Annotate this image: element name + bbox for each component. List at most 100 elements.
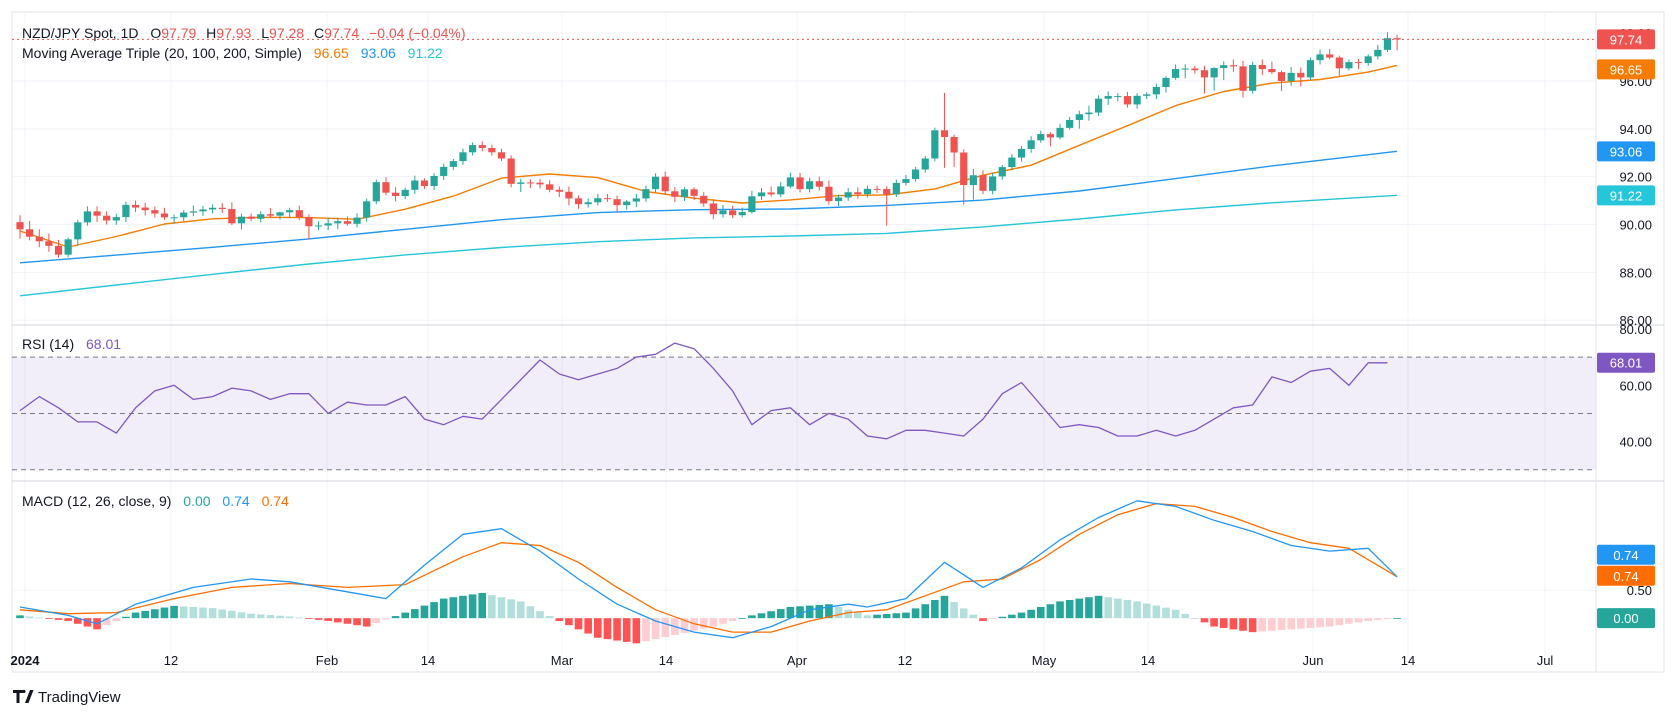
histogram-bar: [497, 597, 506, 619]
x-tick-label: 14: [659, 653, 673, 668]
candle-body: [584, 202, 592, 205]
candle-body: [517, 182, 525, 184]
histogram-bar: [728, 618, 737, 621]
candle-body: [64, 239, 72, 255]
histogram-bar: [1200, 618, 1209, 623]
candle-body: [989, 176, 997, 191]
histogram-bar: [854, 612, 862, 619]
candle-body: [151, 210, 159, 214]
candle-body: [1114, 96, 1122, 98]
candle-body: [1258, 64, 1266, 70]
candle-body: [1017, 148, 1026, 158]
histogram-bar: [651, 618, 660, 640]
histogram-bar: [237, 612, 246, 619]
histogram-bar: [805, 605, 814, 619]
x-tick-label: May: [1032, 653, 1057, 668]
histogram-bar: [979, 618, 987, 621]
price-tick-label: 92.00: [1619, 170, 1652, 185]
histogram-bar: [256, 614, 265, 619]
histogram-bar: [1325, 618, 1334, 627]
candle-body: [1104, 96, 1112, 99]
candle-body: [131, 204, 140, 208]
close-value: 97.74: [324, 25, 359, 41]
candle-body: [1152, 86, 1160, 95]
histogram-bar: [507, 599, 515, 619]
candle-body: [815, 181, 823, 187]
candle-body: [1027, 140, 1035, 149]
histogram-bar: [1258, 618, 1267, 632]
histogram-bar: [1171, 609, 1180, 619]
x-tick-label: 12: [164, 653, 178, 668]
candle-body: [979, 175, 987, 191]
ma-legend-name: Moving Average Triple (20, 100, 200, Sim…: [22, 45, 302, 61]
rsi-line: [19, 342, 1388, 440]
candle-body: [440, 166, 448, 176]
histogram-bar: [411, 609, 419, 619]
ma20-tag-bg: [1597, 59, 1655, 80]
histogram-bar: [825, 604, 833, 619]
histogram-bar: [863, 615, 872, 619]
candle-body: [700, 195, 708, 204]
candle-body: [54, 245, 63, 255]
histogram-bar: [699, 618, 708, 629]
histogram-bar: [661, 618, 670, 638]
histogram-bar: [815, 604, 824, 619]
histogram-bar: [420, 605, 429, 619]
histogram-bar: [786, 606, 795, 619]
histogram-bar: [998, 616, 1007, 619]
histogram-bar: [892, 613, 901, 619]
low-label: L: [261, 25, 269, 41]
histogram-bar: [1133, 601, 1141, 619]
histogram-bar: [170, 605, 178, 619]
tradingview-logo[interactable]: TradingView: [13, 689, 121, 706]
histogram-bar: [1210, 618, 1218, 627]
candle-body: [218, 207, 226, 209]
histogram-bar: [545, 616, 554, 619]
candle-body: [671, 191, 679, 197]
candle-body: [382, 182, 390, 193]
candle-body: [921, 158, 929, 170]
tradingview-logo-text: TradingView: [38, 689, 121, 706]
symbol-label: NZD/JPY Spot, 1D: [22, 25, 138, 41]
x-tick-label: Jul: [1537, 653, 1554, 668]
candle-body: [1123, 96, 1132, 105]
candle-body: [507, 158, 515, 184]
histogram-bar: [112, 618, 121, 621]
rsi-legend-name: RSI (14): [22, 336, 74, 352]
candle-body: [74, 222, 82, 240]
hist-tag: 0.00: [1613, 611, 1638, 626]
price-tick-label: 86.00: [1619, 313, 1652, 328]
histogram-bar: [940, 595, 949, 619]
histogram-bar: [1316, 618, 1324, 628]
histogram-bar: [295, 617, 304, 619]
histogram-bar: [1383, 618, 1392, 620]
histogram-bar: [276, 615, 284, 619]
candle-body: [324, 223, 332, 226]
candle-body: [334, 221, 342, 224]
histogram-bar: [1345, 618, 1353, 624]
candle-body: [651, 176, 660, 190]
candle-body: [247, 216, 255, 219]
histogram-bar: [228, 610, 236, 619]
candle-body: [844, 192, 852, 198]
candle-body: [536, 182, 544, 185]
x-tick-label: 2024: [11, 653, 41, 668]
candle-body: [1143, 94, 1151, 96]
candle-body: [1066, 119, 1074, 128]
histogram-bar: [767, 611, 775, 619]
macd-path: [19, 500, 1398, 639]
histogram-bar: [1393, 618, 1401, 619]
candle-body: [1316, 54, 1324, 61]
histogram-bar: [324, 618, 332, 621]
histogram-bar: [555, 618, 564, 621]
candle-body: [305, 217, 313, 227]
histogram-bar: [353, 618, 361, 626]
histogram-bar: [1017, 612, 1026, 619]
histogram-bar: [1046, 604, 1055, 619]
histogram-bar: [536, 611, 544, 619]
candle-body: [1085, 112, 1093, 115]
candle-body: [112, 217, 120, 221]
histogram-bar: [622, 618, 631, 642]
candle-body: [45, 241, 53, 246]
